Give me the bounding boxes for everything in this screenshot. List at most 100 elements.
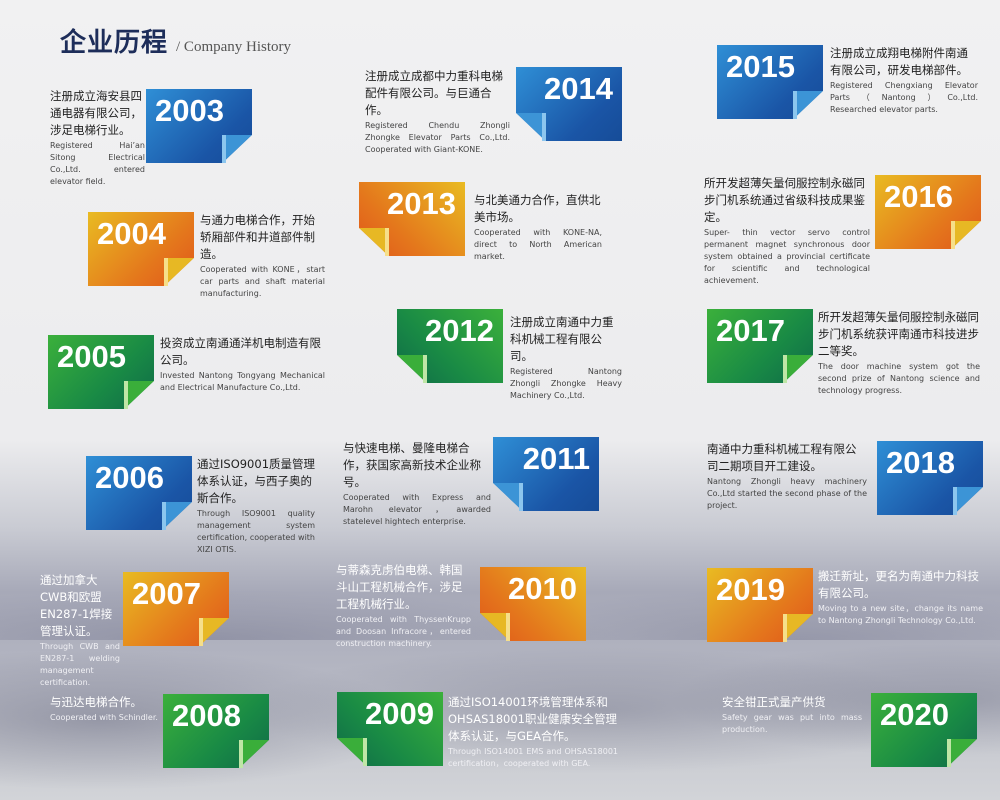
milestone-text-2016: 所开发超薄矢量伺服控制永磁同步门机系统通过省级科技成果鉴定。 Super- thi…	[704, 175, 870, 287]
year-label: 2008	[172, 698, 241, 733]
milestone-chinese: 注册成立海安县四通电器有限公司，涉足电梯行业。	[50, 89, 142, 137]
year-label: 2015	[726, 49, 795, 84]
year-card-2004: 2004	[88, 212, 194, 286]
milestone-chinese: 南通中力重科机械工程有限公司二期项目开工建设。	[707, 442, 857, 473]
year-card-2018: 2018	[877, 441, 983, 515]
year-card-2003: 2003	[146, 89, 252, 163]
milestone-english: Cooperated with KONE-NA, direct to North…	[474, 228, 602, 261]
milestone-chinese: 注册成立成翔电梯附件南通有限公司，研发电梯部件。	[830, 46, 968, 77]
page-curl-edge	[783, 354, 788, 383]
milestone-english: Registered Hai’an Sitong Electrical Co.,…	[50, 141, 145, 186]
milestone-chinese: 通过ISO9001质量管理体系认证，与西子奥的斯合作。	[197, 457, 316, 505]
year-card-2010: 2010	[480, 567, 586, 641]
year-card-2009: 2009	[337, 692, 443, 766]
milestone-english: Moving to a new site，change its name to …	[818, 604, 983, 625]
milestone-text-2005: 投资成立南通通洋机电制造有限公司。 Invested Nantong Tongya…	[160, 335, 325, 394]
milestone-english: Through CWB and EN287-1 welding manageme…	[40, 642, 120, 687]
milestone-chinese: 与通力电梯合作，开始轿厢部件和井道部件制造。	[200, 213, 315, 261]
milestone-english: Cooperated with KONE，start car parts and…	[200, 265, 325, 298]
page-curl-edge	[199, 617, 204, 646]
milestone-chinese: 与北美通力合作，直供北美市场。	[474, 193, 601, 224]
page-curl-icon	[162, 501, 192, 530]
year-label: 2004	[97, 216, 166, 251]
milestone-chinese: 通过ISO14001环境管理体系和OHSAS18001职业健康安全管理体系认证，…	[448, 695, 617, 743]
milestone-text-2019: 搬迁新址，更名为南通中力科技有限公司。 Moving to a new site，…	[818, 568, 983, 627]
milestone-english: Through ISO14001 EMS and OHSAS18001 cert…	[448, 747, 618, 768]
year-card-2006: 2006	[86, 456, 192, 530]
milestone-english: Cooperated with Schindler.	[50, 713, 158, 722]
page-curl-edge	[505, 612, 510, 641]
page-curl-icon	[124, 380, 154, 409]
year-label: 2005	[57, 339, 126, 374]
page-title: 企业历程 / Company History	[60, 22, 291, 59]
page-curl-edge	[518, 482, 523, 511]
milestone-english: Safety gear was put into mass production…	[722, 713, 862, 734]
milestone-text-2018: 南通中力重科机械工程有限公司二期项目开工建设。 Nantong Zhongli h…	[707, 441, 867, 512]
milestone-chinese: 通过加拿大CWB和欧盟EN287-1焊接管理认证。	[40, 573, 113, 638]
milestone-text-2014: 注册成立成都中力重科电梯配件有限公司。与巨通合作。 Registered Chen…	[365, 68, 510, 156]
year-label: 2018	[886, 445, 955, 480]
milestone-text-2015: 注册成立成翔电梯附件南通有限公司，研发电梯部件。 Registered Cheng…	[830, 45, 978, 116]
milestone-text-2008: 与迅达电梯合作。 Cooperated with Schindler.	[50, 694, 160, 724]
milestone-chinese: 注册成立成都中力重科电梯配件有限公司。与巨通合作。	[365, 69, 503, 117]
year-label: 2006	[95, 460, 164, 495]
milestone-english: Cooperated with Express and Marohn eleva…	[343, 493, 491, 526]
page-curl-icon	[164, 257, 194, 286]
milestone-text-2010: 与蒂森克虏伯电梯、韩国斗山工程机械合作，涉足工程机械行业。 Cooperated …	[336, 562, 471, 650]
page-curl-edge	[239, 739, 244, 768]
milestone-english: Registered Nantong Zhongli Zhongke Heavy…	[510, 367, 622, 400]
milestone-chinese: 所开发超薄矢量伺服控制永磁同步门机系统通过省级科技成果鉴定。	[704, 176, 865, 224]
year-card-2014: 2014	[516, 67, 622, 141]
milestone-english: Registered Chengxiang Elevator Parts（Nan…	[830, 81, 978, 114]
milestone-english: Super- thin vector servo control permane…	[704, 228, 870, 285]
page-curl-edge	[947, 738, 952, 767]
page-curl-edge	[164, 257, 169, 286]
year-label: 2017	[716, 313, 785, 348]
milestone-text-2009: 通过ISO14001环境管理体系和OHSAS18001职业健康安全管理体系认证，…	[448, 694, 618, 770]
milestone-text-2004: 与通力电梯合作，开始轿厢部件和井道部件制造。 Cooperated with KO…	[200, 212, 325, 300]
year-card-2017: 2017	[707, 309, 813, 383]
milestone-chinese: 与蒂森克虏伯电梯、韩国斗山工程机械合作，涉足工程机械行业。	[336, 563, 463, 611]
milestone-chinese: 注册成立南通中力重科机械工程有限公司。	[510, 315, 614, 363]
milestone-text-2017: 所开发超薄矢量伺服控制永磁同步门机系统获评南通市科技进步二等奖。 The door…	[818, 309, 980, 397]
page-curl-edge	[541, 112, 546, 141]
milestone-chinese: 与迅达电梯合作。	[50, 695, 142, 709]
milestone-text-2012: 注册成立南通中力重科机械工程有限公司。 Registered Nantong Zh…	[510, 314, 622, 402]
milestone-text-2013: 与北美通力合作，直供北美市场。 Cooperated with KONE-NA, …	[474, 192, 602, 263]
milestone-english: The door machine system got the second p…	[818, 362, 980, 395]
milestone-chinese: 投资成立南通通洋机电制造有限公司。	[160, 336, 321, 367]
year-card-2008: 2008	[163, 694, 269, 768]
milestone-chinese: 所开发超薄矢量伺服控制永磁同步门机系统获评南通市科技进步二等奖。	[818, 310, 979, 358]
year-card-2020: 2020	[871, 693, 977, 767]
page-curl-edge	[362, 737, 367, 766]
year-label: 2020	[880, 697, 949, 732]
page-curl-edge	[162, 501, 167, 530]
year-card-2013: 2013	[359, 182, 465, 256]
year-card-2019: 2019	[707, 568, 813, 642]
milestone-english: Invested Nantong Tongyang Mechanical and…	[160, 371, 325, 392]
year-card-2015: 2015	[717, 45, 823, 119]
year-card-2007: 2007	[123, 572, 229, 646]
milestone-chinese: 与快速电梯、曼隆电梯合作，获国家高新技术企业称号。	[343, 441, 481, 489]
year-label: 2013	[387, 186, 456, 221]
milestone-english: Registered Chendu Zhongli Zhongke Elevat…	[365, 121, 510, 154]
year-card-2011: 2011	[493, 437, 599, 511]
milestone-text-2003: 注册成立海安县四通电器有限公司，涉足电梯行业。 Registered Hai’an…	[50, 88, 145, 188]
milestone-text-2011: 与快速电梯、曼隆电梯合作，获国家高新技术企业称号。 Cooperated with…	[343, 440, 491, 528]
year-label: 2010	[508, 571, 577, 606]
page-curl-edge	[384, 227, 389, 256]
milestone-chinese: 搬迁新址，更名为南通中力科技有限公司。	[818, 569, 979, 600]
page-curl-edge	[783, 613, 788, 642]
page-curl-edge	[422, 354, 427, 383]
year-label: 2011	[522, 441, 590, 476]
title-chinese: 企业历程	[60, 28, 169, 58]
milestone-english: Through ISO9001 quality management syste…	[197, 509, 315, 554]
year-label: 2019	[716, 572, 785, 607]
year-card-2012: 2012	[397, 309, 503, 383]
milestone-text-2007: 通过加拿大CWB和欧盟EN287-1焊接管理认证。 Through CWB and…	[40, 572, 120, 689]
milestone-english: Cooperated with ThyssenKrupp and Doosan …	[336, 615, 471, 648]
page-curl-edge	[124, 380, 129, 409]
year-card-2016: 2016	[875, 175, 981, 249]
milestone-chinese: 安全钳正式量产供货	[722, 695, 826, 709]
page-curl-edge	[222, 134, 227, 163]
